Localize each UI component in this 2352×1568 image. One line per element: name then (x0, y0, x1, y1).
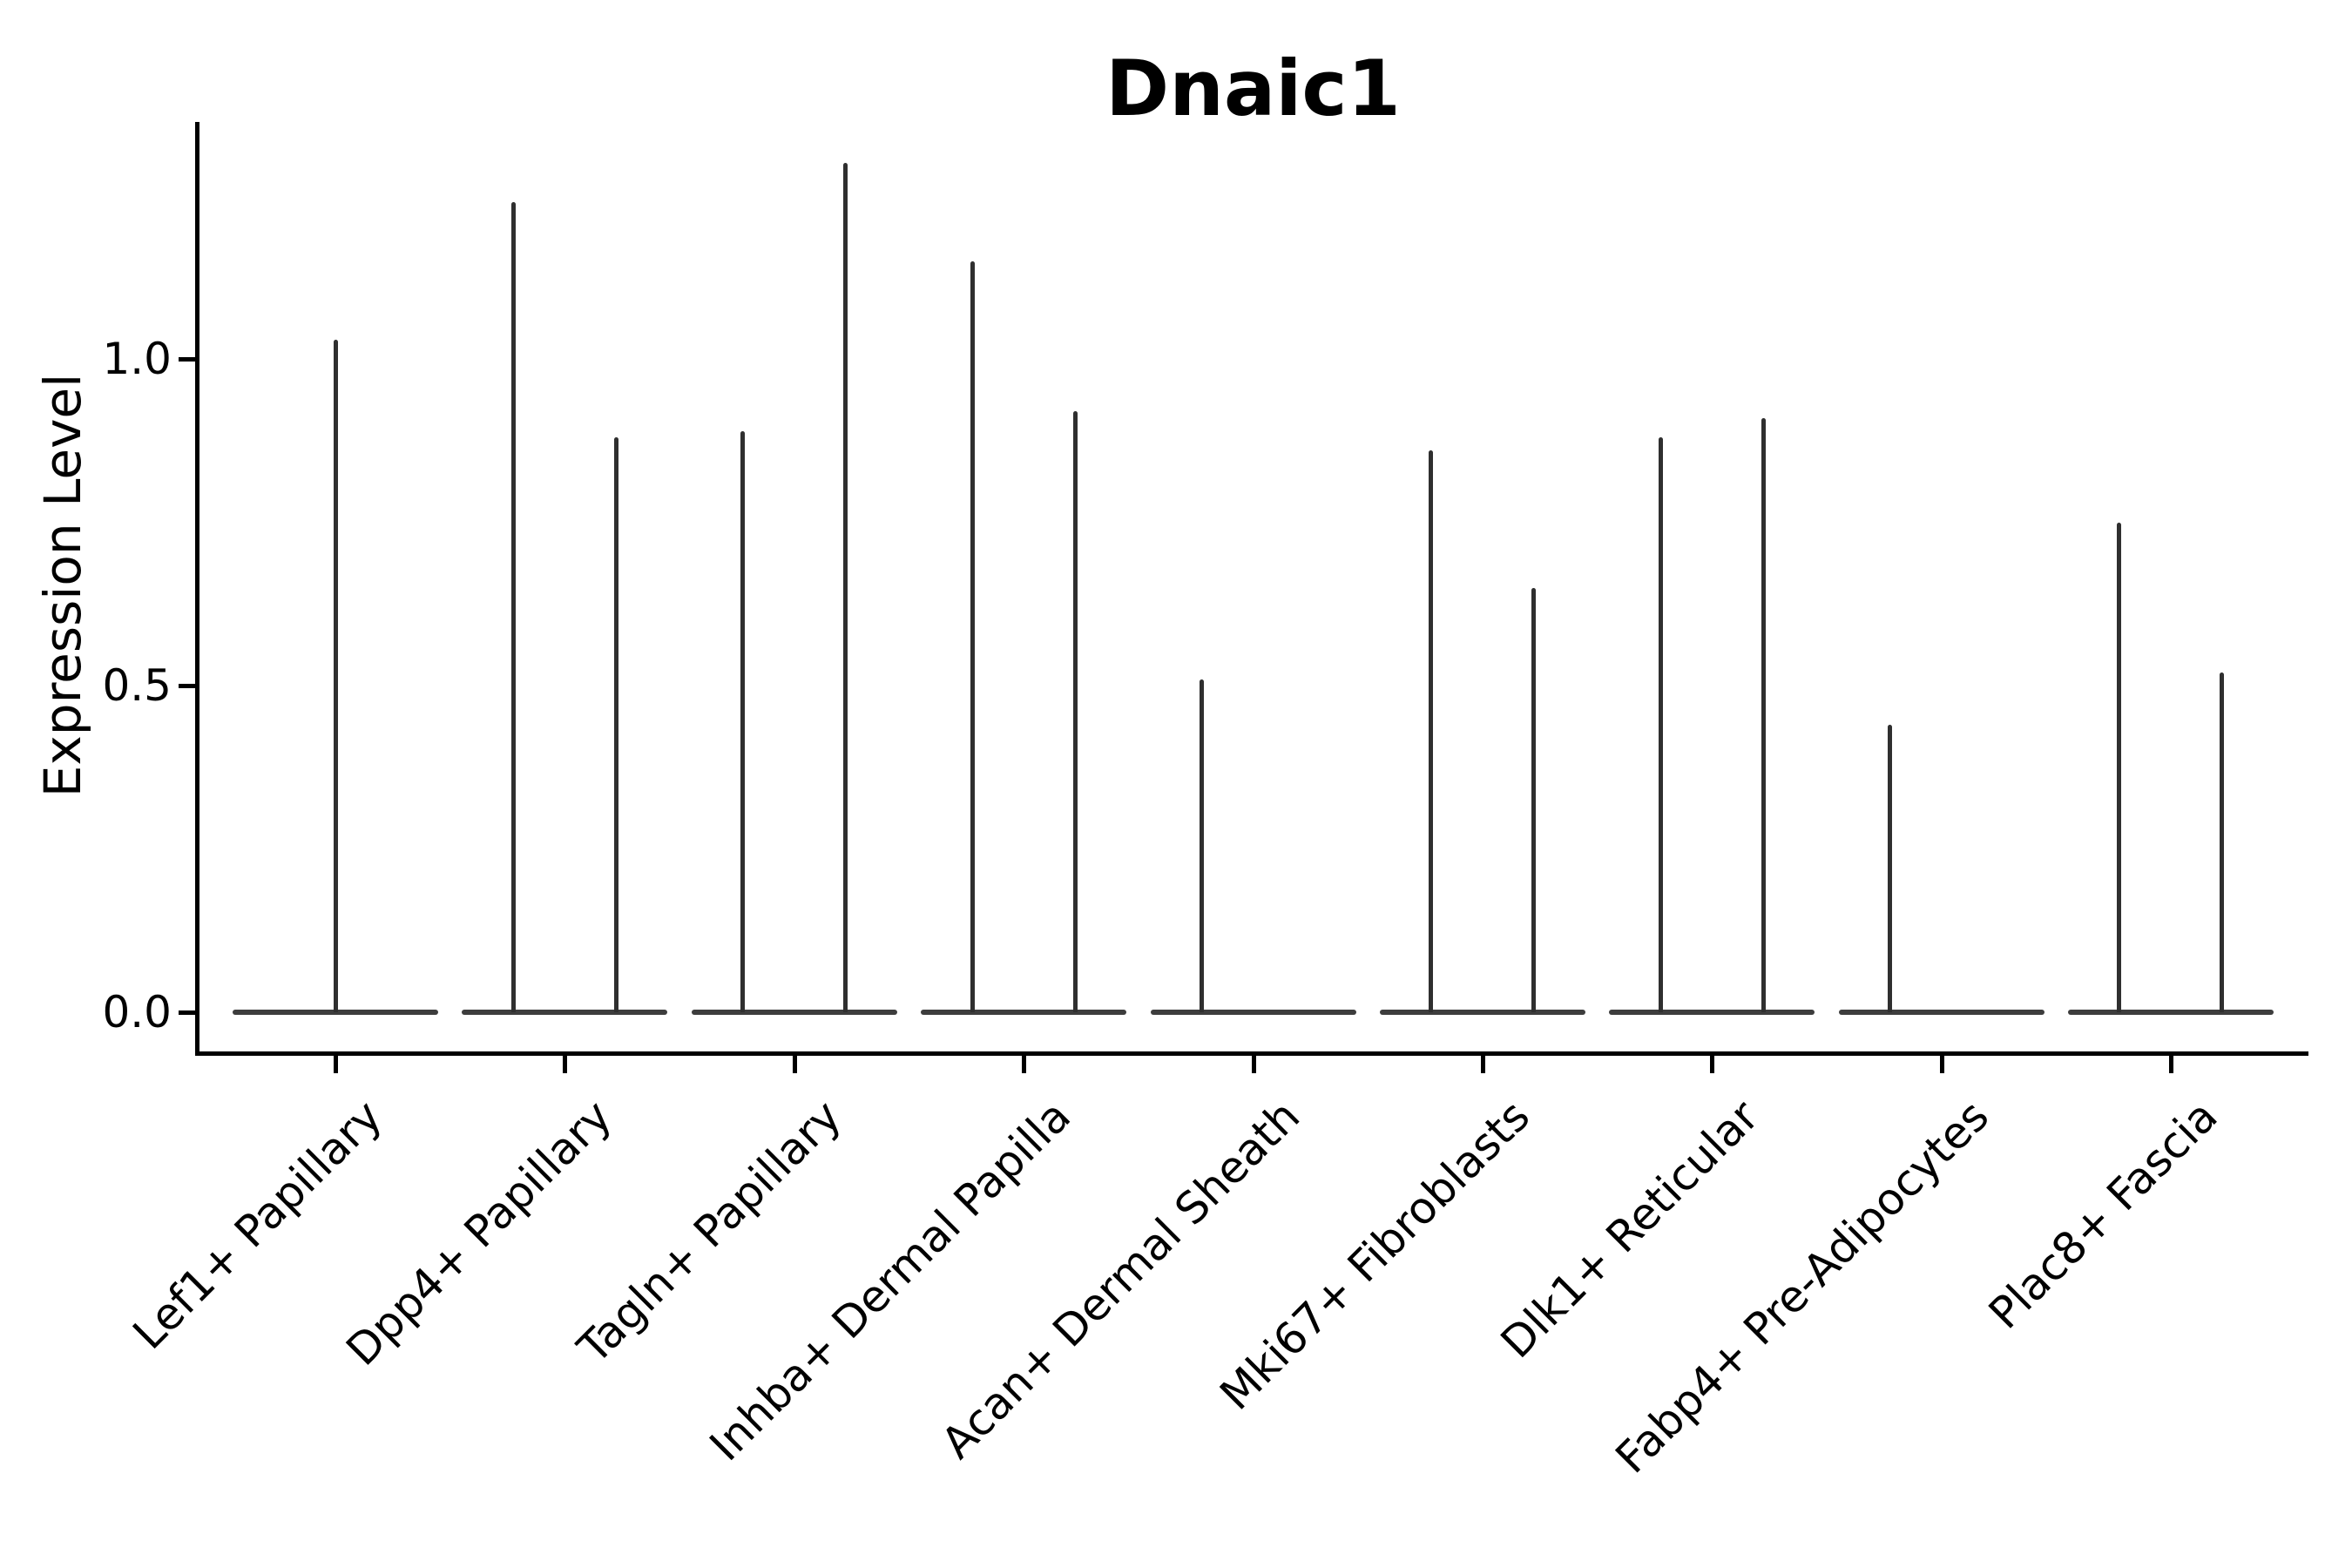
x-tick-mark (792, 1054, 797, 1073)
violin-spike (2117, 522, 2122, 1012)
violin-spike (1429, 450, 1434, 1012)
violin-baseline (921, 1010, 1127, 1015)
y-tick-mark (179, 1010, 198, 1015)
violin-spike (1658, 437, 1663, 1012)
violin-baseline (2067, 1010, 2274, 1015)
violin-baseline (233, 1010, 439, 1015)
violin-spike (510, 202, 516, 1012)
x-tick-mark (1251, 1054, 1256, 1073)
chart-title: Dnaic1 (1105, 44, 1401, 133)
violin-spike (1888, 725, 1893, 1012)
x-axis-spine (195, 1051, 2308, 1056)
y-tick-label: 0.5 (102, 660, 172, 711)
violin-spike (333, 339, 338, 1012)
violin-baseline (1150, 1010, 1356, 1015)
violin-spike (1200, 679, 1204, 1012)
violin-spike (1072, 411, 1078, 1012)
x-tick-mark (563, 1054, 568, 1073)
violin-baseline (462, 1010, 668, 1015)
x-tick-label: Fabp4+ Pre-Adipocytes (1605, 1091, 1998, 1484)
violin-baseline (1838, 1010, 2044, 1015)
x-tick-label: Lef1+ Papillary (123, 1091, 393, 1360)
x-tick-mark (1022, 1054, 1027, 1073)
x-tick-mark (1939, 1054, 1944, 1073)
y-tick-label: 1.0 (102, 334, 172, 384)
violin-spike (740, 430, 746, 1012)
violin-baseline (1609, 1010, 1815, 1015)
violin-spike (970, 260, 975, 1012)
y-axis-label: Expression Level (33, 373, 92, 798)
violin-spike (843, 163, 848, 1012)
violin-spike (1531, 587, 1537, 1012)
violin-spike (2220, 672, 2225, 1012)
y-tick-mark (179, 357, 198, 362)
x-tick-mark (1710, 1054, 1715, 1073)
x-tick-mark (1480, 1054, 1485, 1073)
x-tick-mark (2168, 1054, 2173, 1073)
y-tick-mark (179, 684, 198, 688)
violin-spike (1761, 417, 1766, 1012)
x-tick-mark (334, 1054, 339, 1073)
x-tick-label: Plac8+ Fascia (1979, 1091, 2227, 1339)
y-axis-spine (195, 122, 199, 1056)
violin-baseline (691, 1010, 897, 1015)
violin-baseline (1379, 1010, 1585, 1015)
y-tick-label: 0.0 (102, 987, 172, 1037)
violin-spike (613, 437, 618, 1012)
